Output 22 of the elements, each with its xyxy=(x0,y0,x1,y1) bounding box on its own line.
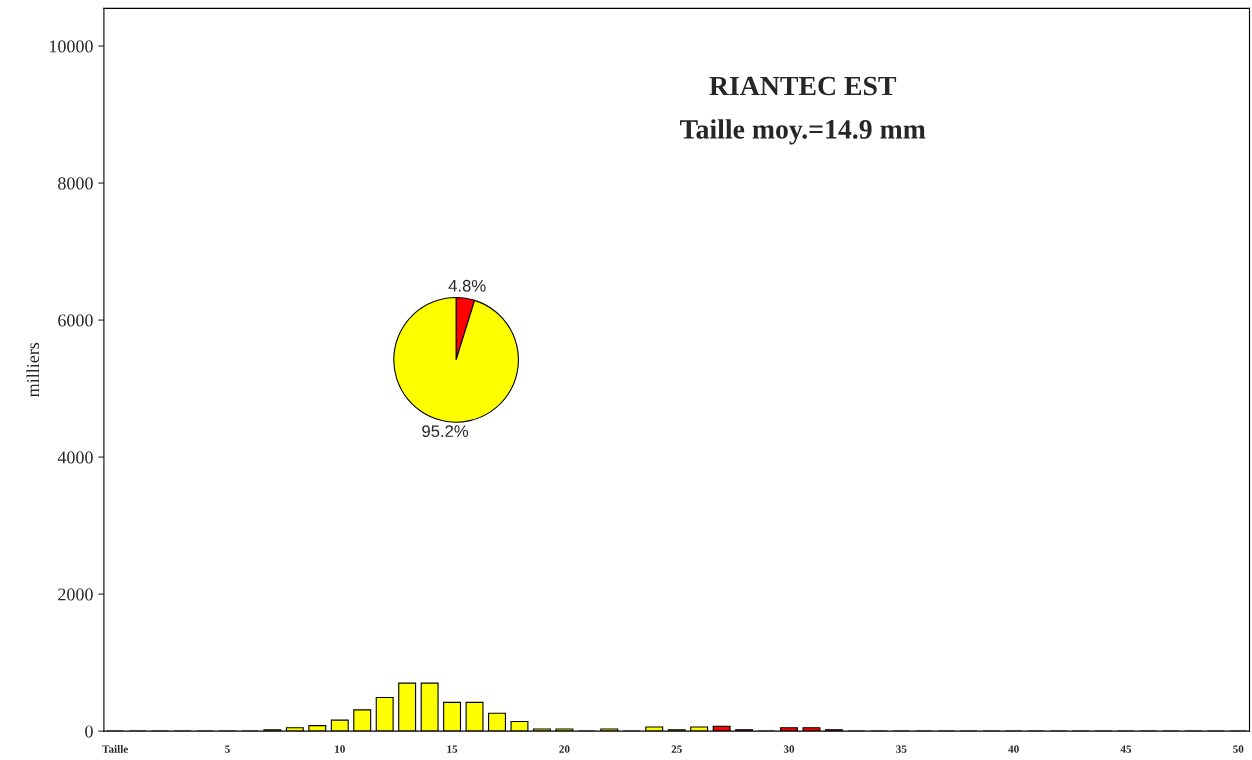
x-tick-label: 20 xyxy=(559,745,570,753)
y-axis-title: milliers xyxy=(26,342,40,397)
y-tick-label: 8000 xyxy=(58,177,93,190)
x-tick-label: Taille xyxy=(102,745,128,753)
y-tick-label: 6000 xyxy=(58,314,93,327)
text: RIANTEC EST xyxy=(709,76,897,96)
x-tick-label: 30 xyxy=(783,745,795,753)
x-tick-label: 40 xyxy=(1008,745,1019,753)
x-tick-label: 50 xyxy=(1233,745,1244,753)
text: Taille moy.=14.9 mm xyxy=(680,119,926,145)
x-tick-label: 15 xyxy=(447,745,458,753)
data-label: 95.2% xyxy=(422,425,469,438)
y-tick-label: 2000 xyxy=(58,588,93,601)
y-tick-label: 10000 xyxy=(49,40,93,53)
x-tick-label: 5 xyxy=(225,745,230,753)
x-tick-label: 10 xyxy=(335,745,345,753)
x-tick-label: 25 xyxy=(671,745,682,753)
x-tick-label: 45 xyxy=(1120,745,1132,753)
y-tick-label: 4000 xyxy=(57,451,93,464)
y-tick-label: 0 xyxy=(85,725,93,738)
x-tick-label: 35 xyxy=(896,745,907,753)
data-label: 4.8% xyxy=(448,279,486,292)
